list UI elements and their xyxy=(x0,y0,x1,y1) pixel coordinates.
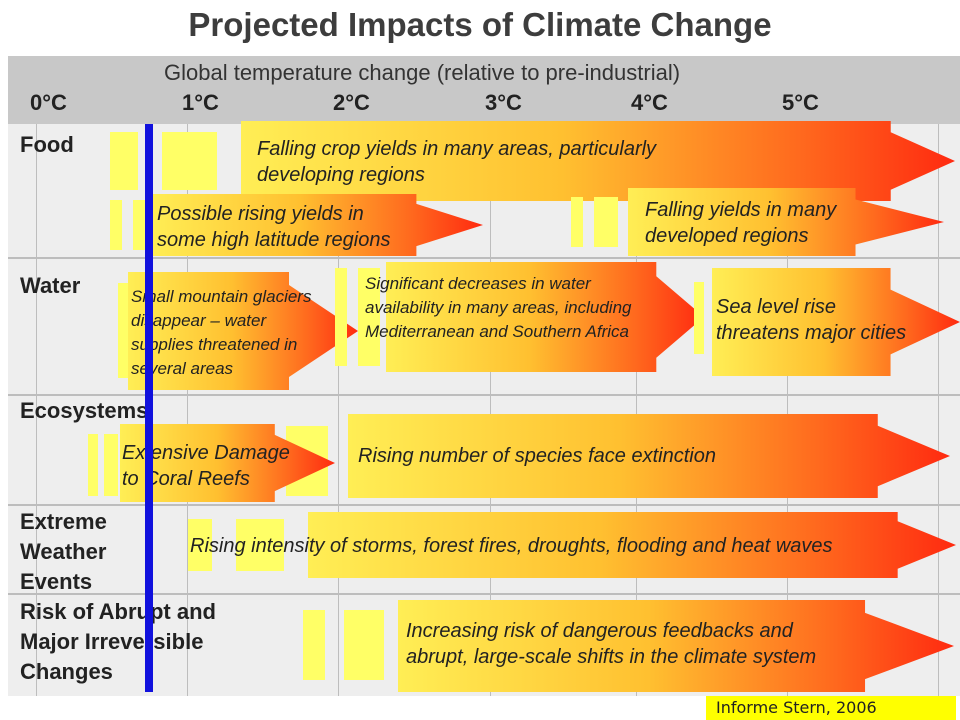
tick-0c: 0°C xyxy=(30,90,67,115)
arrow-food-falling-crop xyxy=(241,121,955,201)
arrow-eco-species xyxy=(348,414,950,498)
row-divider xyxy=(8,257,960,259)
current-warming-marker xyxy=(144,124,153,692)
food-rising-yields-text: Possible rising yields in some high lati… xyxy=(157,203,391,251)
gridline xyxy=(787,124,788,696)
water-bar xyxy=(335,268,347,366)
category-water: Water xyxy=(20,273,81,298)
food-bar xyxy=(571,197,583,247)
eco-species-text: Rising number of species face extinction xyxy=(358,445,716,467)
gridline xyxy=(36,124,37,696)
water-bar xyxy=(694,282,704,354)
weather-storms-text: Rising intensity of storms, forest fires… xyxy=(190,535,833,557)
water-bar xyxy=(118,283,130,378)
gridline xyxy=(490,124,491,696)
food-bar xyxy=(133,200,145,250)
abrupt-bar xyxy=(303,610,325,680)
water-glaciers-text: Small mountain glaciers disappear – wate… xyxy=(131,287,312,378)
category-abrupt-changes: Risk of Abrupt and Major Irreversible Ch… xyxy=(20,597,216,687)
abrupt-feedbacks-text: Increasing risk of dangerous feedbacks a… xyxy=(406,620,817,668)
weather-bar xyxy=(188,519,212,571)
water-sea-level-text: Sea level rise threatens major cities xyxy=(716,296,907,344)
gridline xyxy=(938,124,939,696)
food-bar xyxy=(162,132,217,190)
gridline xyxy=(187,124,188,696)
arrow-water-decreases xyxy=(386,262,704,372)
category-line: Extreme xyxy=(20,509,107,534)
category-food: Food xyxy=(20,132,74,157)
category-line: Events xyxy=(20,569,93,594)
food-bar xyxy=(594,197,618,247)
source-credit: Informe Stern, 2006 xyxy=(706,696,956,720)
tick-1c: 1°C xyxy=(182,90,219,115)
tick-3c: 3°C xyxy=(485,90,522,115)
ecosystems-bar xyxy=(88,434,98,496)
axis-header xyxy=(8,56,960,124)
page-title: Projected Impacts of Climate Change xyxy=(188,6,772,43)
tick-2c: 2°C xyxy=(333,90,370,115)
category-line: Weather xyxy=(20,539,107,564)
row-divider xyxy=(8,593,960,595)
row-divider xyxy=(8,504,960,506)
water-decreases-text: Significant decreases in water availabil… xyxy=(365,274,632,341)
gridline xyxy=(338,124,339,696)
tick-4c: 4°C xyxy=(631,90,668,115)
food-bar xyxy=(110,200,122,250)
weather-bar xyxy=(236,519,284,571)
food-falling-developed-text: Falling yields in many developed regions xyxy=(645,199,837,247)
arrow-abrupt-feedbacks xyxy=(398,600,954,692)
gridline xyxy=(636,124,637,696)
arrow-weather-storms xyxy=(308,512,956,578)
food-bar xyxy=(110,132,138,190)
water-bar xyxy=(358,268,380,366)
axis-subtitle: Global temperature change (relative to p… xyxy=(164,60,681,85)
tick-5c: 5°C xyxy=(782,90,819,115)
category-ecosystems: Ecosystems xyxy=(20,398,149,423)
eco-coral-text: Extensive Damage to Coral Reefs xyxy=(122,442,290,490)
category-extreme-weather: Extreme Weather Events xyxy=(20,507,107,597)
food-falling-crop-text: Falling crop yields in many areas, parti… xyxy=(257,138,657,186)
abrupt-bar xyxy=(344,610,384,680)
row-divider xyxy=(8,394,960,396)
category-line: Major Irreversible xyxy=(20,629,204,654)
category-line: Risk of Abrupt and xyxy=(20,599,216,624)
ecosystems-bar xyxy=(104,434,118,496)
category-line: Changes xyxy=(20,659,113,684)
